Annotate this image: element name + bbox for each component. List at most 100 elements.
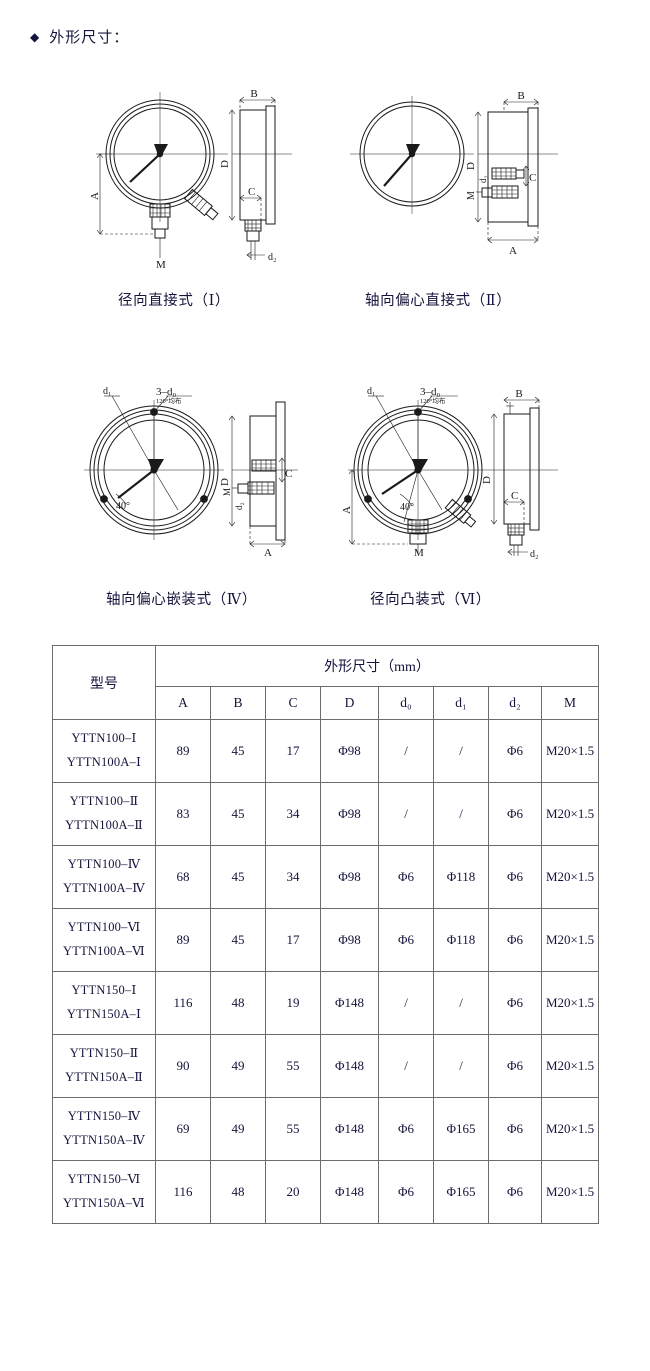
caption-type-1: 径向直接式（Ⅰ） [118, 293, 231, 309]
cell-A: 90 [155, 1034, 211, 1098]
cell-model: YTTN150–Ⅵ YTTN150A–Ⅵ [52, 1160, 156, 1224]
caption-type-6: 径向凸装式（Ⅵ） [370, 592, 491, 608]
cell-model: YTTN100–Ⅱ YTTN100A–Ⅱ [52, 782, 156, 846]
table-row: YTTN150–Ⅳ YTTN150A–Ⅳ 69 49 55 Φ148 Φ6 Φ1… [52, 1097, 600, 1161]
table-header-row-1: 型号 外形尺寸（mm） [52, 645, 600, 720]
model-line-2: YTTN150A–Ⅵ [63, 1196, 145, 1210]
label-D: D [219, 160, 231, 168]
cell-C: 55 [265, 1097, 321, 1161]
label-A: A [509, 245, 517, 257]
cell-D: Φ98 [320, 719, 379, 783]
model-line-1: YTTN150–Ⅰ [71, 983, 137, 998]
model-line-1: YTTN150–Ⅱ [69, 1046, 139, 1061]
cell-B: 49 [210, 1034, 266, 1098]
model-line-2: YTTN150A–Ⅰ [66, 1007, 142, 1021]
cell-C: 34 [265, 845, 321, 909]
cell-A: 68 [155, 845, 211, 909]
header-col-M: M [540, 686, 600, 720]
cell-d1: / [433, 782, 489, 846]
cell-B: 45 [210, 782, 266, 846]
cell-d2: Φ6 [488, 845, 542, 909]
cell-M: M20×1.5 [540, 908, 600, 972]
cell-B: 45 [210, 908, 266, 972]
cell-d0: Φ6 [378, 1097, 434, 1161]
figure-type-6: d₁ 3–d₀ 120°均布 40° A M [338, 382, 570, 560]
page-title: ◆ 外形尺寸： [30, 26, 129, 47]
cell-D: Φ98 [320, 782, 379, 846]
cell-M: M20×1.5 [540, 1034, 600, 1098]
cell-C: 55 [265, 1034, 321, 1098]
model-line-1: YTTN100–Ⅵ [67, 920, 141, 935]
cell-M: M20×1.5 [540, 1160, 600, 1224]
model-line-1: YTTN100–Ⅳ [67, 857, 141, 872]
cell-d0: Φ6 [378, 1160, 434, 1224]
model-line-2: YTTN100A–Ⅳ [63, 881, 145, 895]
cell-d1: / [433, 1034, 489, 1098]
label-d2: d₂ [268, 252, 277, 263]
label-B: B [250, 88, 257, 100]
cell-model: YTTN150–Ⅱ YTTN150A–Ⅱ [52, 1034, 156, 1098]
cell-d1: Φ118 [433, 845, 489, 909]
cell-M: M20×1.5 [540, 845, 600, 909]
cell-d2: Φ6 [488, 971, 542, 1035]
cell-A: 116 [155, 1160, 211, 1224]
caption-type-2: 轴向偏心直接式（Ⅱ） [365, 293, 512, 309]
label-d1: d₁ [103, 386, 112, 397]
label-M: M [222, 488, 232, 496]
cell-M: M20×1.5 [540, 719, 600, 783]
label-C: C [248, 186, 255, 198]
cell-D: Φ98 [320, 845, 379, 909]
cell-d2: Φ6 [488, 782, 542, 846]
model-line-2: YTTN150A–Ⅳ [63, 1133, 145, 1147]
cell-model: YTTN100–Ⅰ YTTN100A–Ⅰ [52, 719, 156, 783]
cell-d1: Φ165 [433, 1097, 489, 1161]
table-header-row-2: A B C D d₀ d₁ d₂ M [53, 686, 600, 720]
diamond-bullet-icon: ◆ [30, 29, 41, 44]
label-M: M [156, 259, 166, 271]
cell-C: 19 [265, 971, 321, 1035]
cell-A: 89 [155, 719, 211, 783]
label-A: A [89, 192, 101, 200]
label-M: M [414, 547, 424, 559]
cell-A: 83 [155, 782, 211, 846]
label-D: D [481, 476, 493, 484]
label-d2: d₂ [478, 175, 488, 183]
cell-D: Φ98 [320, 908, 379, 972]
model-line-2: YTTN100A–Ⅰ [66, 755, 142, 769]
cell-d1: Φ118 [433, 908, 489, 972]
label-angle: 40° [400, 502, 414, 513]
header-dimensions: 外形尺寸（mm） [154, 645, 600, 687]
cell-d2: Φ6 [488, 1097, 542, 1161]
cell-D: Φ148 [320, 1034, 379, 1098]
cell-D: Φ148 [320, 1097, 379, 1161]
label-C: C [529, 172, 536, 184]
model-line-2: YTTN100A–Ⅵ [63, 944, 145, 958]
header-col-d0: d₀ [378, 686, 434, 720]
model-line-1: YTTN150–Ⅳ [67, 1109, 141, 1124]
cell-model: YTTN150–Ⅳ YTTN150A–Ⅳ [52, 1097, 156, 1161]
table-row: YTTN100–Ⅱ YTTN100A–Ⅱ 83 45 34 Φ98 / / Φ6… [52, 782, 600, 846]
label-angle: 40° [116, 501, 130, 512]
cell-B: 49 [210, 1097, 266, 1161]
cell-d2: Φ6 [488, 1160, 542, 1224]
cell-B: 45 [210, 719, 266, 783]
cell-d0: / [378, 719, 434, 783]
cell-D: Φ148 [320, 971, 379, 1035]
label-D: D [465, 162, 477, 170]
cell-B: 48 [210, 1160, 266, 1224]
figure-type-1: A M [82, 82, 302, 272]
cell-C: 17 [265, 719, 321, 783]
header-col-A: A [155, 686, 211, 720]
cell-d0: / [378, 971, 434, 1035]
page-title-text: 外形尺寸： [49, 30, 130, 46]
label-d2: d₂ [530, 549, 539, 560]
cell-B: 45 [210, 845, 266, 909]
cell-M: M20×1.5 [540, 782, 600, 846]
table-row: YTTN100–Ⅳ YTTN100A–Ⅳ 68 45 34 Φ98 Φ6 Φ11… [52, 845, 600, 909]
header-col-d1: d₁ [433, 686, 489, 720]
cell-d2: Φ6 [488, 908, 542, 972]
cell-d0: Φ6 [378, 908, 434, 972]
cell-D: Φ148 [320, 1160, 379, 1224]
header-col-d2: d₂ [488, 686, 542, 720]
model-line-1: YTTN150–Ⅵ [67, 1172, 141, 1187]
